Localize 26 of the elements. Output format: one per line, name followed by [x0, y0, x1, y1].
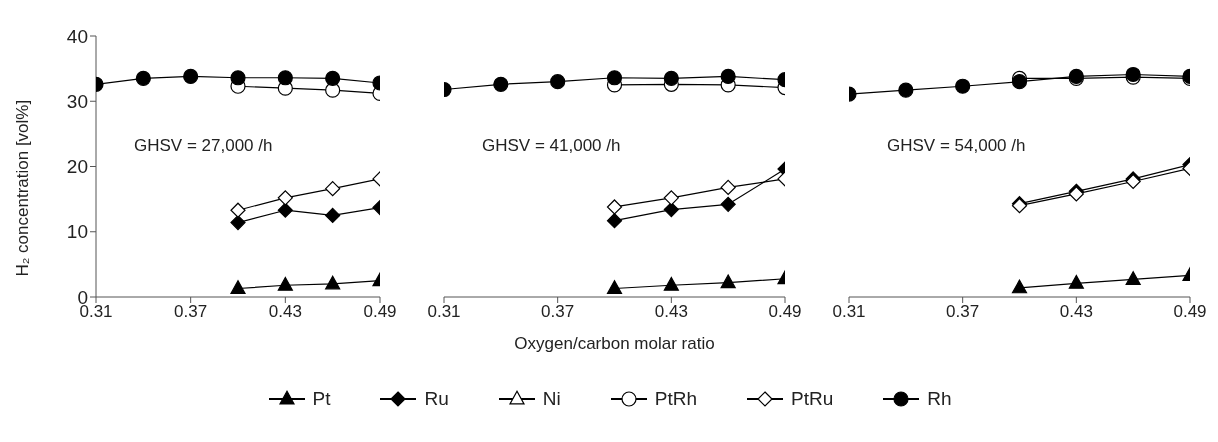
legend-label: Ru — [424, 388, 449, 410]
x-tick-label: 0.31 — [832, 302, 866, 322]
annotation: GHSV = 27,000 /h — [134, 136, 273, 156]
x-tick-label: 0.49 — [768, 302, 802, 322]
x-axis-title: Oxygen/carbon molar ratio — [514, 334, 715, 353]
y-tick-label: 30 — [66, 91, 88, 112]
x-tick-label: 0.43 — [1059, 302, 1093, 322]
legend-label: PtRu — [790, 388, 834, 410]
x-tick-label: 0.37 — [541, 302, 575, 322]
x-tick-label: 0.31 — [427, 302, 461, 322]
y-tick-label: 10 — [66, 221, 88, 243]
x-tick-label: 0.43 — [654, 302, 688, 322]
legend-label: PtRh — [654, 388, 697, 410]
x-tick-label: 0.37 — [946, 302, 980, 322]
legend-label: Rh — [927, 388, 952, 410]
x-tick-label: 0.49 — [1173, 302, 1207, 322]
y-tick-label: 20 — [66, 156, 88, 178]
x-tick-label: 0.37 — [174, 302, 208, 322]
legend-label: Ni — [542, 388, 561, 410]
y-tick-label: 40 — [66, 25, 88, 47]
y-axis-title: H₂ concentration [vol%] — [13, 99, 33, 277]
annotation: GHSV = 41,000 /h — [482, 136, 621, 156]
x-tick-label: 0.43 — [268, 302, 302, 322]
x-tick-label: 0.49 — [363, 302, 397, 322]
annotation: GHSV = 54,000 /h — [887, 136, 1026, 156]
legend-label: Pt — [312, 388, 331, 410]
